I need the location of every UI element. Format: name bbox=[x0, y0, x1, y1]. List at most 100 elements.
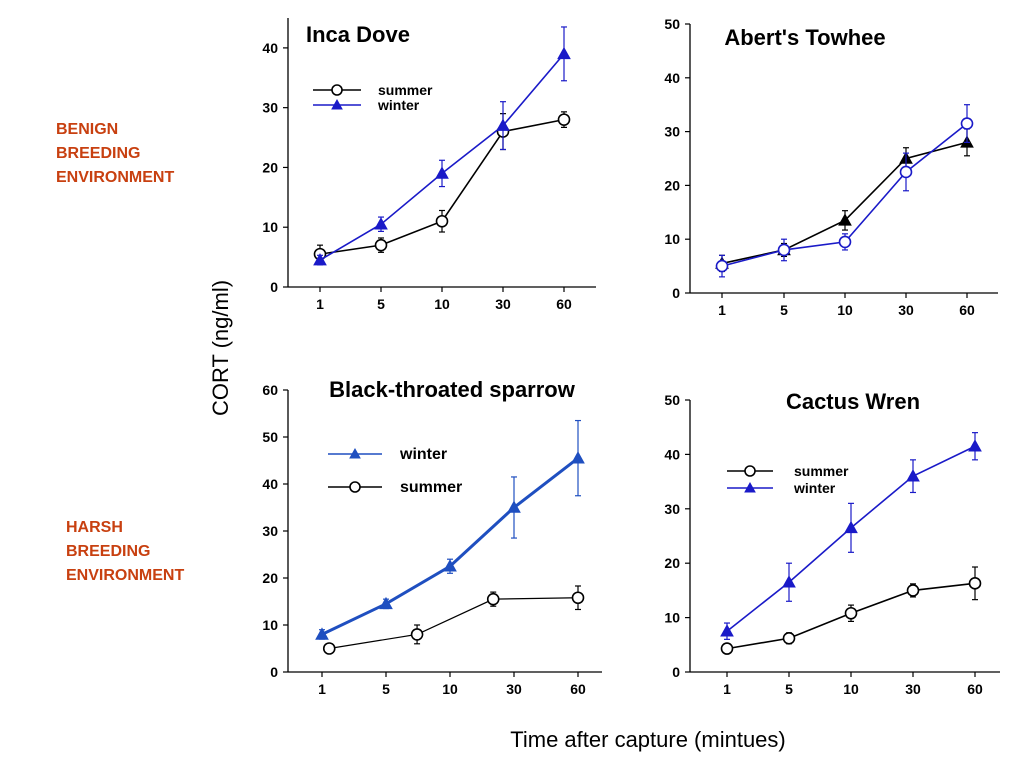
chart-title: Inca Dove bbox=[306, 22, 410, 47]
y-tick-label: 20 bbox=[262, 570, 278, 586]
legend-label: winter bbox=[399, 446, 447, 463]
data-point-triangle bbox=[507, 500, 521, 513]
y-tick-label: 30 bbox=[664, 501, 680, 517]
y-tick-label: 30 bbox=[664, 124, 680, 140]
data-point-circle bbox=[486, 592, 500, 606]
data-point-circle bbox=[374, 238, 388, 252]
data-point-circle bbox=[960, 117, 974, 130]
data-point-circle bbox=[349, 481, 361, 493]
data-point-circle bbox=[720, 642, 734, 655]
data-point-circle bbox=[906, 584, 920, 597]
data-point-circle bbox=[744, 465, 756, 477]
y-tick-label: 60 bbox=[262, 382, 278, 398]
data-point-triangle bbox=[313, 253, 327, 266]
y-tick-label: 20 bbox=[664, 555, 680, 571]
x-tick-label: 30 bbox=[506, 681, 522, 697]
x-tick-label: 60 bbox=[959, 302, 975, 318]
env-label-harsh: HARSH BREEDING ENVIRONMENT bbox=[66, 519, 184, 584]
x-tick-label: 10 bbox=[843, 681, 859, 697]
legend-label: summer bbox=[794, 463, 849, 479]
x-tick-label: 5 bbox=[382, 681, 390, 697]
data-point-triangle bbox=[782, 575, 796, 588]
env-label-line: ENVIRONMENT bbox=[66, 567, 184, 584]
y-tick-label: 30 bbox=[262, 523, 278, 539]
data-point-triangle bbox=[331, 98, 343, 110]
y-tick-label: 0 bbox=[270, 279, 278, 295]
chart-title: Black-throated sparrow bbox=[329, 377, 576, 402]
data-point-triangle bbox=[838, 213, 852, 226]
data-point-circle bbox=[844, 606, 858, 620]
x-tick-label: 5 bbox=[377, 296, 385, 312]
x-tick-label: 1 bbox=[723, 681, 731, 697]
data-point-triangle bbox=[571, 451, 585, 464]
y-tick-label: 10 bbox=[664, 231, 680, 247]
legend-label: winter bbox=[377, 97, 420, 113]
data-point-circle bbox=[968, 577, 982, 590]
data-point-triangle bbox=[968, 439, 982, 452]
y-tick-label: 40 bbox=[262, 40, 278, 56]
x-tick-label: 10 bbox=[434, 296, 450, 312]
y-tick-label: 10 bbox=[262, 617, 278, 633]
chart-title: Cactus Wren bbox=[786, 389, 920, 414]
data-point-circle bbox=[557, 113, 571, 126]
data-point-triangle bbox=[315, 627, 329, 640]
data-point-circle bbox=[838, 235, 852, 249]
x-tick-label: 1 bbox=[318, 681, 326, 697]
y-tick-label: 50 bbox=[664, 392, 680, 408]
data-point-circle bbox=[715, 259, 729, 273]
y-tick-label: 50 bbox=[262, 429, 278, 445]
chart-panel: 0 10 20 30 40 50 1 5 10 30 60 Cactus Wren summerwint… bbox=[664, 389, 1000, 697]
data-point-triangle bbox=[349, 447, 361, 459]
data-point-triangle bbox=[443, 559, 457, 572]
data-point-triangle bbox=[720, 624, 734, 637]
y-tick-label: 40 bbox=[664, 70, 680, 86]
y-tick-label: 0 bbox=[672, 285, 680, 301]
y-tick-label: 50 bbox=[664, 16, 680, 32]
series-line bbox=[329, 597, 579, 650]
legend-label: summer bbox=[400, 479, 462, 496]
y-tick-label: 30 bbox=[262, 100, 278, 116]
chart-panel: 0 10 20 30 40 50 1 5 10 30 60 Abert's Towhee bbox=[664, 16, 998, 318]
chart-panel: 0 10 20 30 40 50 60 1 5 10 30 60 Black-throated spar… bbox=[262, 377, 602, 697]
y-tick-label: 0 bbox=[270, 664, 278, 680]
y-tick-label: 40 bbox=[262, 476, 278, 492]
data-point-circle bbox=[410, 628, 424, 641]
legend-label: summer bbox=[378, 82, 433, 98]
data-point-triangle bbox=[435, 166, 449, 179]
data-point-triangle bbox=[844, 520, 858, 534]
y-tick-label: 20 bbox=[664, 177, 680, 193]
env-label-benign: BENIGN BREEDING ENVIRONMENT bbox=[56, 121, 174, 186]
x-tick-label: 30 bbox=[495, 296, 511, 312]
x-tick-label: 30 bbox=[898, 302, 914, 318]
data-point-circle bbox=[435, 214, 449, 228]
y-axis-title: CORT (ng/ml) bbox=[208, 280, 233, 416]
data-point-circle bbox=[899, 165, 913, 179]
env-label-line: BREEDING bbox=[56, 145, 140, 162]
data-point-circle bbox=[571, 591, 585, 605]
x-tick-label: 10 bbox=[837, 302, 853, 318]
y-tick-label: 10 bbox=[262, 219, 278, 235]
env-label-line: ENVIRONMENT bbox=[56, 169, 174, 186]
y-tick-label: 20 bbox=[262, 159, 278, 175]
env-label-line: BREEDING bbox=[66, 543, 150, 560]
x-tick-label: 5 bbox=[780, 302, 788, 318]
x-axis-title: Time after capture (mintues) bbox=[510, 727, 786, 752]
data-point-triangle bbox=[496, 118, 510, 131]
y-tick-label: 40 bbox=[664, 446, 680, 462]
x-tick-label: 60 bbox=[556, 296, 572, 312]
data-point-circle bbox=[777, 243, 791, 257]
data-point-triangle bbox=[379, 596, 393, 610]
chart-title: Abert's Towhee bbox=[724, 25, 885, 50]
y-tick-label: 0 bbox=[672, 664, 680, 680]
y-tick-label: 10 bbox=[664, 610, 680, 626]
data-point-triangle bbox=[557, 46, 571, 60]
x-tick-label: 60 bbox=[967, 681, 983, 697]
data-point-circle bbox=[322, 642, 336, 655]
x-tick-label: 60 bbox=[570, 681, 586, 697]
env-label-line: HARSH bbox=[66, 519, 123, 536]
x-tick-label: 10 bbox=[442, 681, 458, 697]
x-tick-label: 1 bbox=[718, 302, 726, 318]
